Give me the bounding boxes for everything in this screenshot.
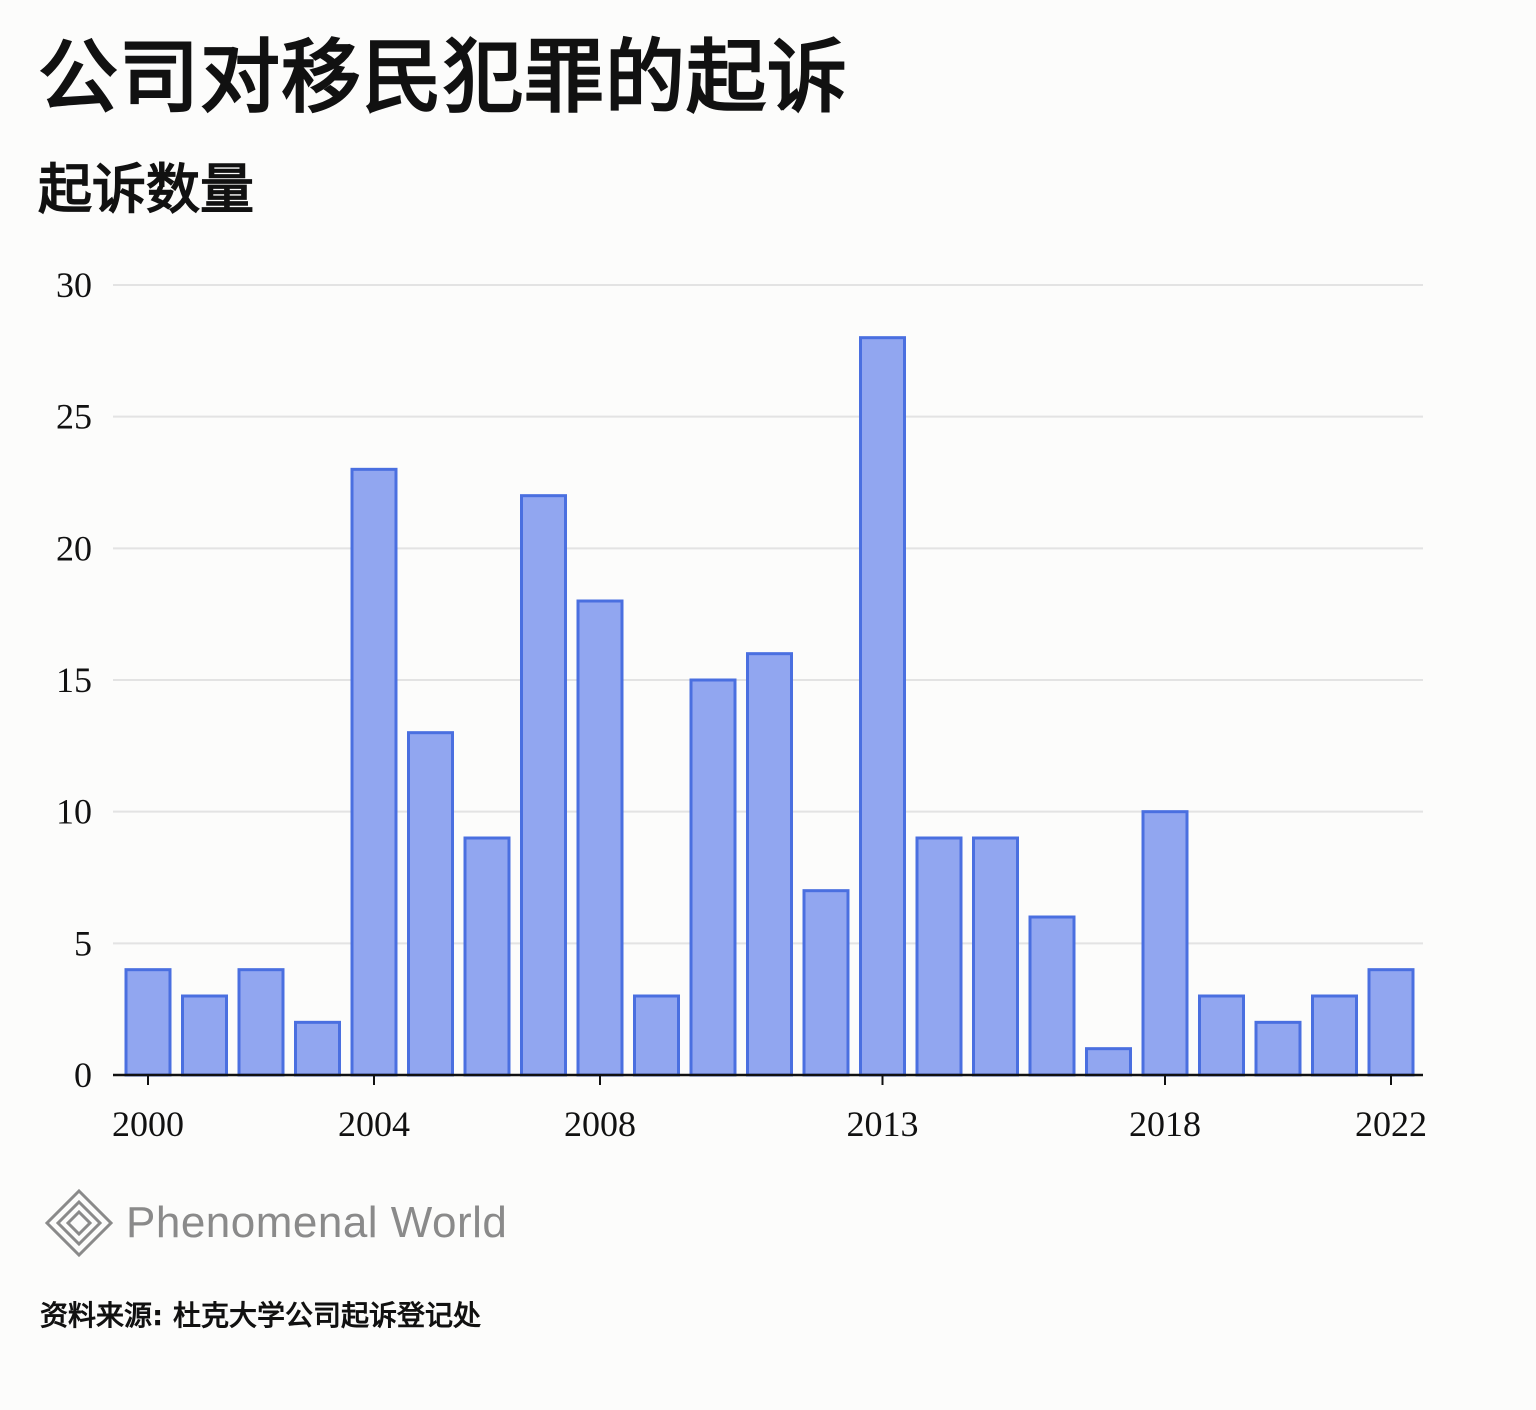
x-tick-label-2000: 2000	[112, 1104, 184, 1144]
x-tick-label-2004: 2004	[338, 1104, 410, 1144]
brand-name: Phenomenal World	[126, 1198, 507, 1248]
y-tick-label-30: 30	[56, 265, 92, 305]
bar-2018	[1143, 812, 1187, 1075]
bar-2013	[861, 338, 905, 1075]
y-tick-label-15: 15	[56, 660, 92, 700]
bar-2014	[917, 838, 961, 1075]
bar-2010	[691, 680, 735, 1075]
y-tick-label-25: 25	[56, 397, 92, 437]
y-tick-label-5: 5	[74, 923, 92, 963]
bar-2021	[1313, 996, 1357, 1075]
source-note: 资料来源: 杜克大学公司起诉登记处	[40, 1294, 481, 1334]
bar-2008	[578, 601, 622, 1075]
y-tick-label-20: 20	[56, 528, 92, 568]
bar-2009	[635, 996, 679, 1075]
brand: Phenomenal World	[44, 1188, 507, 1258]
bar-2001	[183, 996, 227, 1075]
bar-2022	[1369, 970, 1413, 1075]
bar-2017	[1087, 1049, 1131, 1075]
bar-2005	[409, 733, 453, 1075]
bar-2007	[522, 496, 566, 1075]
bar-2015	[974, 838, 1018, 1075]
y-tick-label-10: 10	[56, 792, 92, 832]
bar-2011	[748, 654, 792, 1075]
bar-2006	[465, 838, 509, 1075]
bar-2003	[296, 1022, 340, 1075]
diamond-logo-icon	[44, 1188, 114, 1258]
bar-2002	[239, 970, 283, 1075]
x-tick-label-2018: 2018	[1129, 1104, 1201, 1144]
x-tick-label-2008: 2008	[564, 1104, 636, 1144]
bar-2020	[1256, 1022, 1300, 1075]
bar-2000	[126, 970, 170, 1075]
bar-2012	[804, 891, 848, 1075]
bar-2016	[1030, 917, 1074, 1075]
y-tick-label-0: 0	[74, 1055, 92, 1095]
x-tick-label-2013: 2013	[847, 1104, 919, 1144]
bars	[126, 338, 1413, 1075]
bar-2019	[1200, 996, 1244, 1075]
bar-2004	[352, 469, 396, 1075]
x-tick-label-2022: 2022	[1355, 1104, 1427, 1144]
